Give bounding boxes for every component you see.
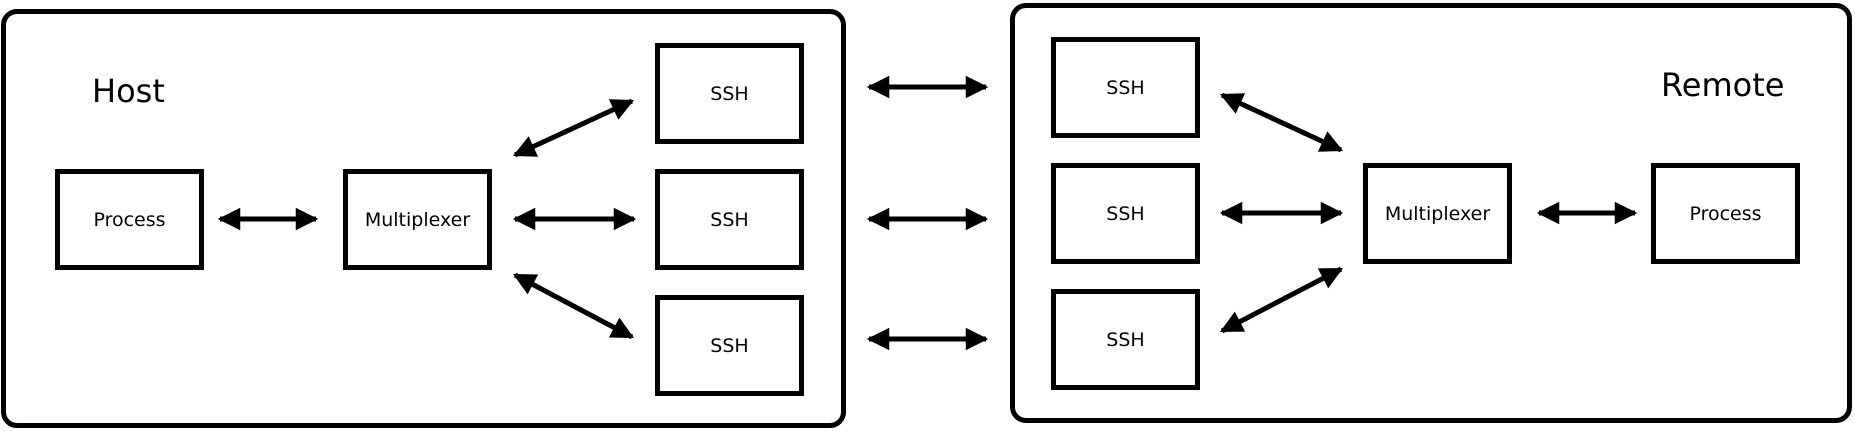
host-title: Host [92, 72, 165, 110]
arrow-host-mux-ssh3 [513, 272, 634, 340]
remote-title: Remote [1661, 66, 1785, 104]
host-multiplexer-box: Multiplexer [343, 169, 492, 270]
arrow-remote-ssh3-mux [1220, 266, 1343, 334]
host-ssh-box-3: SSH [655, 295, 804, 396]
remote-ssh-box-1: SSH [1051, 37, 1200, 138]
remote-ssh-box-2: SSH [1051, 163, 1200, 264]
arrow-remote-ssh1-mux [1219, 92, 1344, 153]
arrow-host-mux-ssh1 [512, 98, 635, 158]
host-ssh-box-1: SSH [655, 43, 804, 144]
host-process-box: Process [55, 169, 204, 270]
remote-ssh-box-3: SSH [1051, 289, 1200, 390]
host-ssh-box-2: SSH [655, 169, 804, 270]
remote-process-box: Process [1651, 163, 1800, 264]
remote-multiplexer-box: Multiplexer [1363, 163, 1512, 264]
